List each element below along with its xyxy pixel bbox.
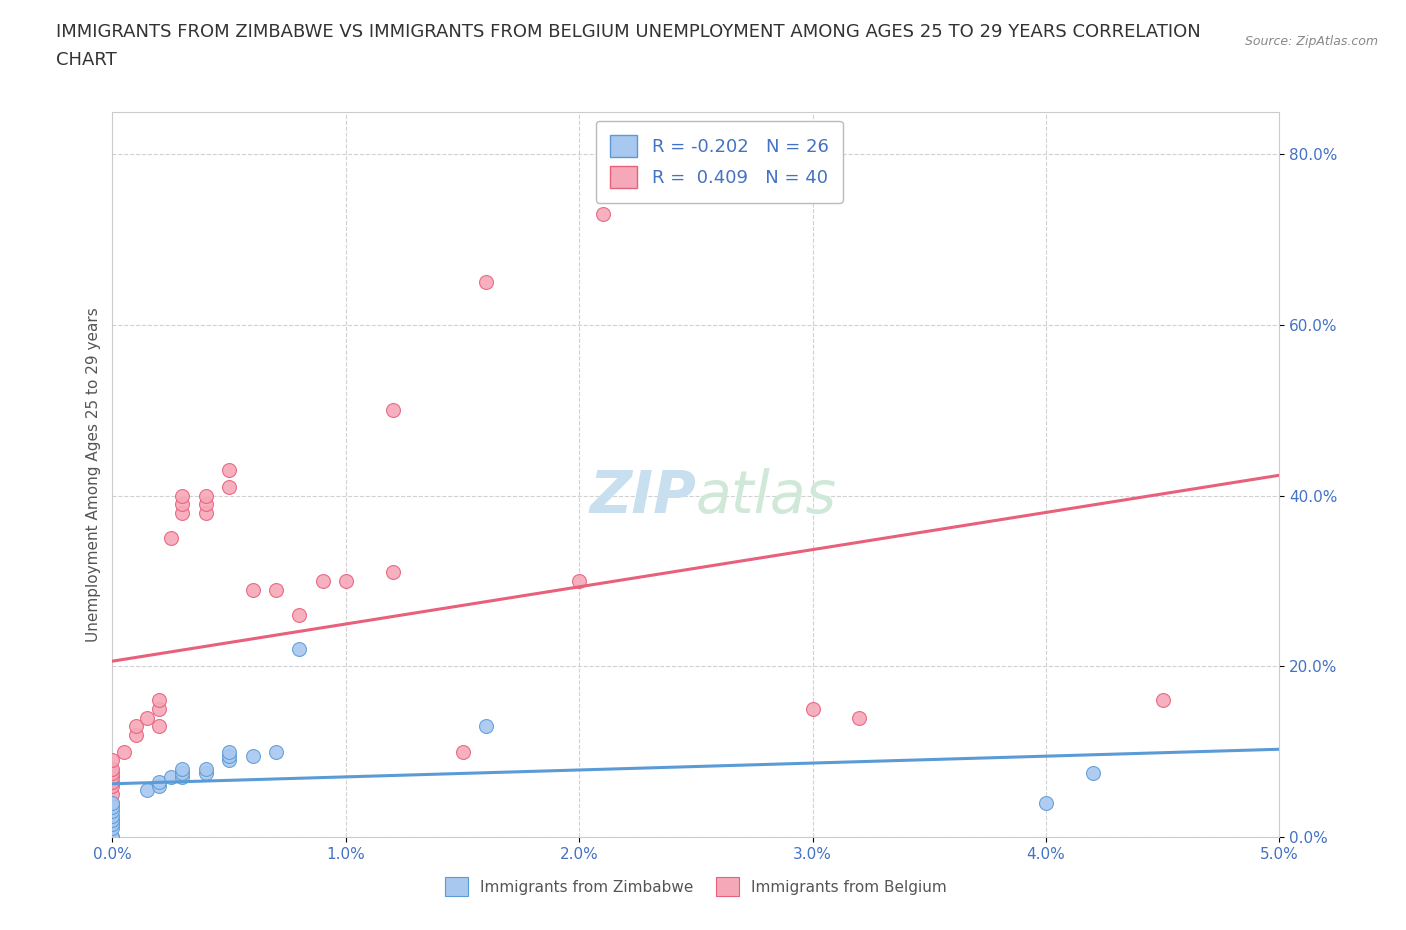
Point: [335, 574, 357, 589]
Text: CHART: CHART: [56, 51, 117, 69]
Point: [1035, 795, 1057, 810]
Point: [101, 830, 124, 844]
Point: [848, 711, 870, 725]
Point: [101, 795, 124, 810]
Point: [242, 749, 264, 764]
Point: [172, 505, 194, 520]
Point: [194, 505, 217, 520]
Point: [218, 480, 240, 495]
Point: [194, 762, 217, 777]
Point: [592, 206, 614, 221]
Point: [218, 744, 240, 759]
Point: [148, 693, 170, 708]
Point: [148, 719, 170, 734]
Text: atlas: atlas: [696, 468, 837, 525]
Point: [451, 744, 474, 759]
Point: [381, 403, 404, 418]
Point: [194, 488, 217, 503]
Point: [172, 765, 194, 780]
Point: [101, 813, 124, 828]
Point: [101, 817, 124, 831]
Point: [194, 497, 217, 512]
Point: [101, 787, 124, 802]
Point: [218, 752, 240, 767]
Point: [381, 565, 404, 580]
Point: [101, 821, 124, 836]
Point: [136, 711, 159, 725]
Point: [160, 531, 183, 546]
Point: [101, 795, 124, 810]
Point: [172, 762, 194, 777]
Y-axis label: Unemployment Among Ages 25 to 29 years: Unemployment Among Ages 25 to 29 years: [86, 307, 101, 642]
Point: [194, 765, 217, 780]
Point: [568, 574, 591, 589]
Point: [101, 800, 124, 815]
Point: [101, 778, 124, 793]
Point: [172, 488, 194, 503]
Point: [148, 701, 170, 716]
Point: [101, 762, 124, 777]
Point: [172, 497, 194, 512]
Point: [148, 778, 170, 793]
Point: [311, 574, 333, 589]
Point: [288, 607, 311, 622]
Point: [125, 719, 148, 734]
Text: Source: ZipAtlas.com: Source: ZipAtlas.com: [1244, 35, 1378, 48]
Point: [1152, 693, 1174, 708]
Point: [218, 749, 240, 764]
Text: IMMIGRANTS FROM ZIMBABWE VS IMMIGRANTS FROM BELGIUM UNEMPLOYMENT AMONG AGES 25 T: IMMIGRANTS FROM ZIMBABWE VS IMMIGRANTS F…: [56, 23, 1201, 41]
Point: [101, 774, 124, 789]
Point: [218, 462, 240, 477]
Point: [160, 770, 183, 785]
Legend: Immigrants from Zimbabwe, Immigrants from Belgium: Immigrants from Zimbabwe, Immigrants fro…: [439, 871, 953, 902]
Point: [148, 774, 170, 789]
Point: [101, 830, 124, 844]
Point: [801, 701, 824, 716]
Point: [264, 744, 287, 759]
Point: [125, 727, 148, 742]
Point: [101, 770, 124, 785]
Point: [1081, 765, 1104, 780]
Point: [172, 770, 194, 785]
Point: [242, 582, 264, 597]
Point: [101, 813, 124, 828]
Point: [475, 719, 498, 734]
Point: [136, 783, 159, 798]
Point: [101, 752, 124, 767]
Point: [288, 642, 311, 657]
Point: [264, 582, 287, 597]
Point: [101, 765, 124, 780]
Point: [475, 275, 498, 290]
Point: [101, 808, 124, 823]
Text: ZIP: ZIP: [589, 468, 696, 525]
Point: [101, 804, 124, 818]
Point: [112, 744, 135, 759]
